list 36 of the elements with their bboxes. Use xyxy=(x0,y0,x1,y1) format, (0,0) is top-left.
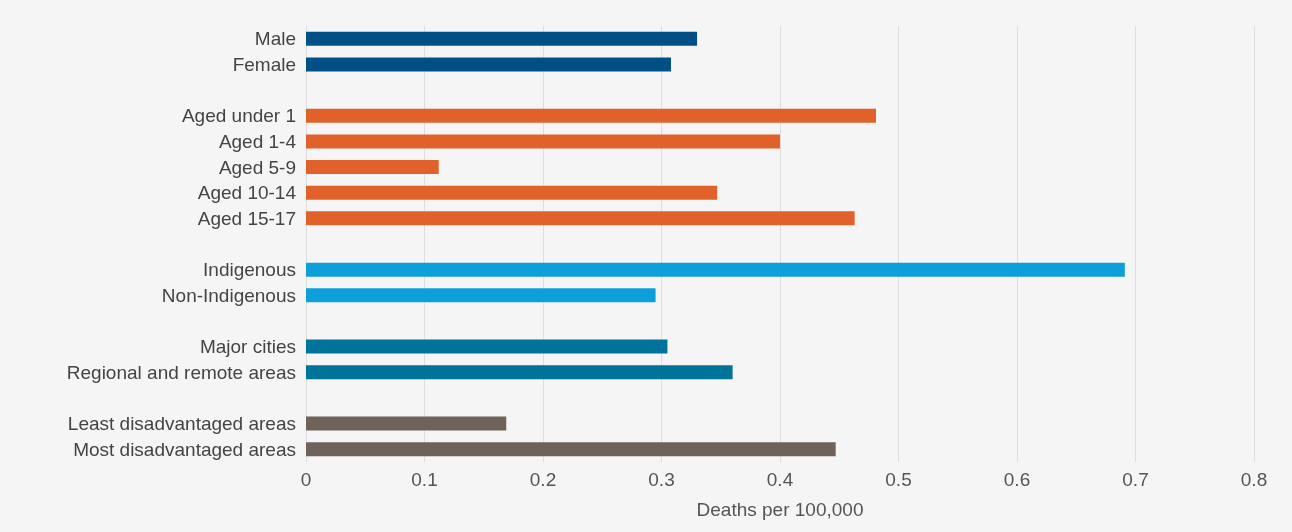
y-tick-label: Most disadvantaged areas xyxy=(73,438,296,460)
bar xyxy=(306,57,671,72)
bar xyxy=(306,160,439,175)
bar xyxy=(306,339,668,354)
bar xyxy=(306,365,733,380)
y-tick-label: Regional and remote areas xyxy=(66,361,296,383)
y-tick-label: Least disadvantaged areas xyxy=(67,413,296,435)
y-tick-label: Aged 5-9 xyxy=(218,156,296,178)
x-tick-label: 0.8 xyxy=(1240,469,1268,490)
x-tick-label: 0.4 xyxy=(766,469,794,490)
x-tick-label: 0.7 xyxy=(1122,469,1149,490)
x-axis-title: Deaths per 100,000 xyxy=(696,499,864,520)
y-tick-label: Male xyxy=(254,28,296,50)
y-tick-label: Female xyxy=(232,53,296,75)
y-tick-label: Aged 10-14 xyxy=(197,182,297,204)
x-tick-label: 0.1 xyxy=(411,469,438,490)
y-tick-label: Aged 1-4 xyxy=(218,130,297,152)
bar xyxy=(306,442,836,457)
x-tick-label: 0.5 xyxy=(885,469,912,490)
y-tick-label: Major cities xyxy=(199,336,296,358)
bar xyxy=(306,288,656,303)
bar xyxy=(306,134,780,149)
bar xyxy=(306,262,1125,277)
y-tick-label: Indigenous xyxy=(203,259,296,281)
x-tick-label: 0.2 xyxy=(529,469,557,490)
x-tick-label: 0.3 xyxy=(648,469,675,490)
bar xyxy=(306,108,876,123)
x-tick-label: 0.6 xyxy=(1003,469,1031,490)
y-tick-label: Aged under 1 xyxy=(181,105,296,127)
bar xyxy=(306,416,507,431)
bar xyxy=(306,31,698,46)
x-tick-label: 0 xyxy=(300,469,312,490)
bar xyxy=(306,185,718,200)
y-tick-label: Non-Indigenous xyxy=(161,284,296,306)
y-tick-label: Aged 15-17 xyxy=(197,207,296,229)
bar xyxy=(306,211,855,226)
